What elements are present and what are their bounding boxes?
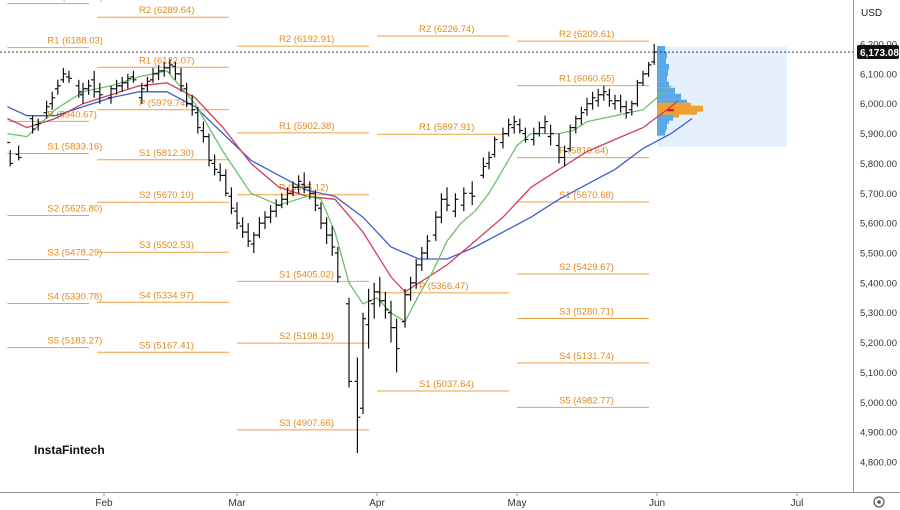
pivot-label: S1 (5812.30): [139, 148, 194, 159]
y-tick-label: 5,700.00: [860, 189, 897, 200]
pivot-label: S1 (5833.16): [47, 142, 102, 153]
x-tick-label: Mar: [228, 498, 246, 509]
ohlc-bars: [7, 44, 658, 454]
pivot-label: S4 (5330.78): [47, 292, 102, 303]
volume-profile-bar: [657, 57, 666, 64]
x-tick-label: Jul: [791, 498, 804, 509]
pivot-label: S2 (5670.10): [139, 190, 194, 201]
last-price-badge: 6,173.08: [857, 45, 899, 60]
pivot-label: R2 (6335.54): [47, 0, 102, 3]
pivot-label: S2 (5429.67): [559, 262, 614, 273]
y-axis[interactable]: 6,200.00 6,100.00 6,000.00 5,900.00 5,800.00…: [853, 0, 897, 492]
y-tick-label: 5,400.00: [860, 278, 897, 289]
pivot-label: R2 (6192.91): [279, 34, 334, 45]
pivot-label: S3 (5478.29): [47, 247, 102, 258]
pivot-label: S1 (5670.68): [559, 190, 614, 201]
y-tick-label: 4,800.00: [860, 458, 897, 469]
y-tick-label: 5,500.00: [860, 249, 897, 260]
ma-mid-line: [7, 82, 679, 293]
volume-profile-bar: [657, 129, 665, 136]
pivot-label: P (5940.67): [47, 109, 96, 120]
y-tick-label: 6,200.00: [860, 40, 897, 51]
pivot-label: R1 (6122.07): [139, 55, 194, 66]
pivot-label: S5 (5167.41): [139, 340, 194, 351]
ma-slow-line: [7, 91, 693, 260]
y-tick-label: 5,900.00: [860, 129, 897, 140]
pivot-label: S5 (4982.77): [559, 395, 614, 406]
pivot-label: P (5366.47): [419, 281, 468, 292]
pivot-label: R2 (6289.64): [139, 5, 194, 16]
pivot-label: R1 (5897.91): [419, 122, 474, 133]
x-tick-label: Feb: [95, 498, 113, 509]
y-tick-label: 5,100.00: [860, 368, 897, 379]
pivot-label: S2 (5198.19): [279, 331, 334, 342]
pivot-label: S5 (5183.27): [47, 336, 102, 347]
y-tick-label: 5,800.00: [860, 159, 897, 170]
pivot-levels: R2 (6335.54) R1 (6188.03) P (5940.67) S1 (5…: [7, 0, 649, 431]
pivot-label: S3 (5502.53): [139, 240, 194, 251]
pivot-label: R1 (5902.38): [279, 121, 334, 132]
pivot-label: S4 (5334.97): [139, 290, 194, 301]
volume-profile-bar: [657, 51, 667, 58]
volume-profile-bar: [657, 75, 667, 82]
x-tick-label: May: [508, 498, 527, 509]
pivot-label: S3 (5280.71): [559, 306, 614, 317]
pivot-label: S2 (5625.80): [47, 203, 102, 214]
volume-profile-bar: [657, 69, 668, 76]
pivot-label: S4 (5131.74): [559, 351, 614, 362]
volume-profile-bar: [657, 93, 681, 100]
brand-logo: InstaFintech: [26, 434, 112, 464]
y-tick-label: 5,300.00: [860, 308, 897, 319]
pivot-label: R2 (6226.74): [419, 24, 474, 35]
pivot-label: S1 (5405.02): [279, 269, 334, 280]
volume-profile-bar: [657, 81, 669, 88]
pivot-label: S1 (5037.64): [419, 379, 474, 390]
pivot-label: P (5819.64): [559, 146, 608, 157]
volume-profile-bar: [657, 45, 665, 52]
x-tick-label: Apr: [369, 498, 385, 509]
pivot-label: S3 (4907.66): [279, 418, 334, 429]
y-tick-label: 5,600.00: [860, 219, 897, 230]
last-price-value: 6,173.08: [860, 48, 899, 59]
volume-profile-bar: [657, 63, 669, 70]
x-tick-label: Jun: [649, 498, 665, 509]
y-tick-label: 6,100.00: [860, 69, 897, 80]
pivot-label: R1 (6060.65): [559, 74, 614, 85]
y-tick-label: 6,000.00: [860, 99, 897, 110]
x-axis[interactable]: Feb Mar Apr May Jun Jul: [0, 492, 900, 509]
volume-profile: [657, 45, 787, 148]
settings-icon[interactable]: [873, 496, 885, 508]
pivot-label: R2 (6209.61): [559, 29, 614, 40]
pivot-label: P (5979.74): [139, 98, 188, 109]
y-tick-label: 5,000.00: [860, 398, 897, 409]
brand-name: InstaFintech: [34, 443, 105, 457]
y-tick-label: 4,900.00: [860, 428, 897, 439]
pivot-label: R1 (6188.03): [47, 36, 102, 47]
y-tick-label: 5,200.00: [860, 338, 897, 349]
currency-label: USD: [861, 8, 882, 19]
